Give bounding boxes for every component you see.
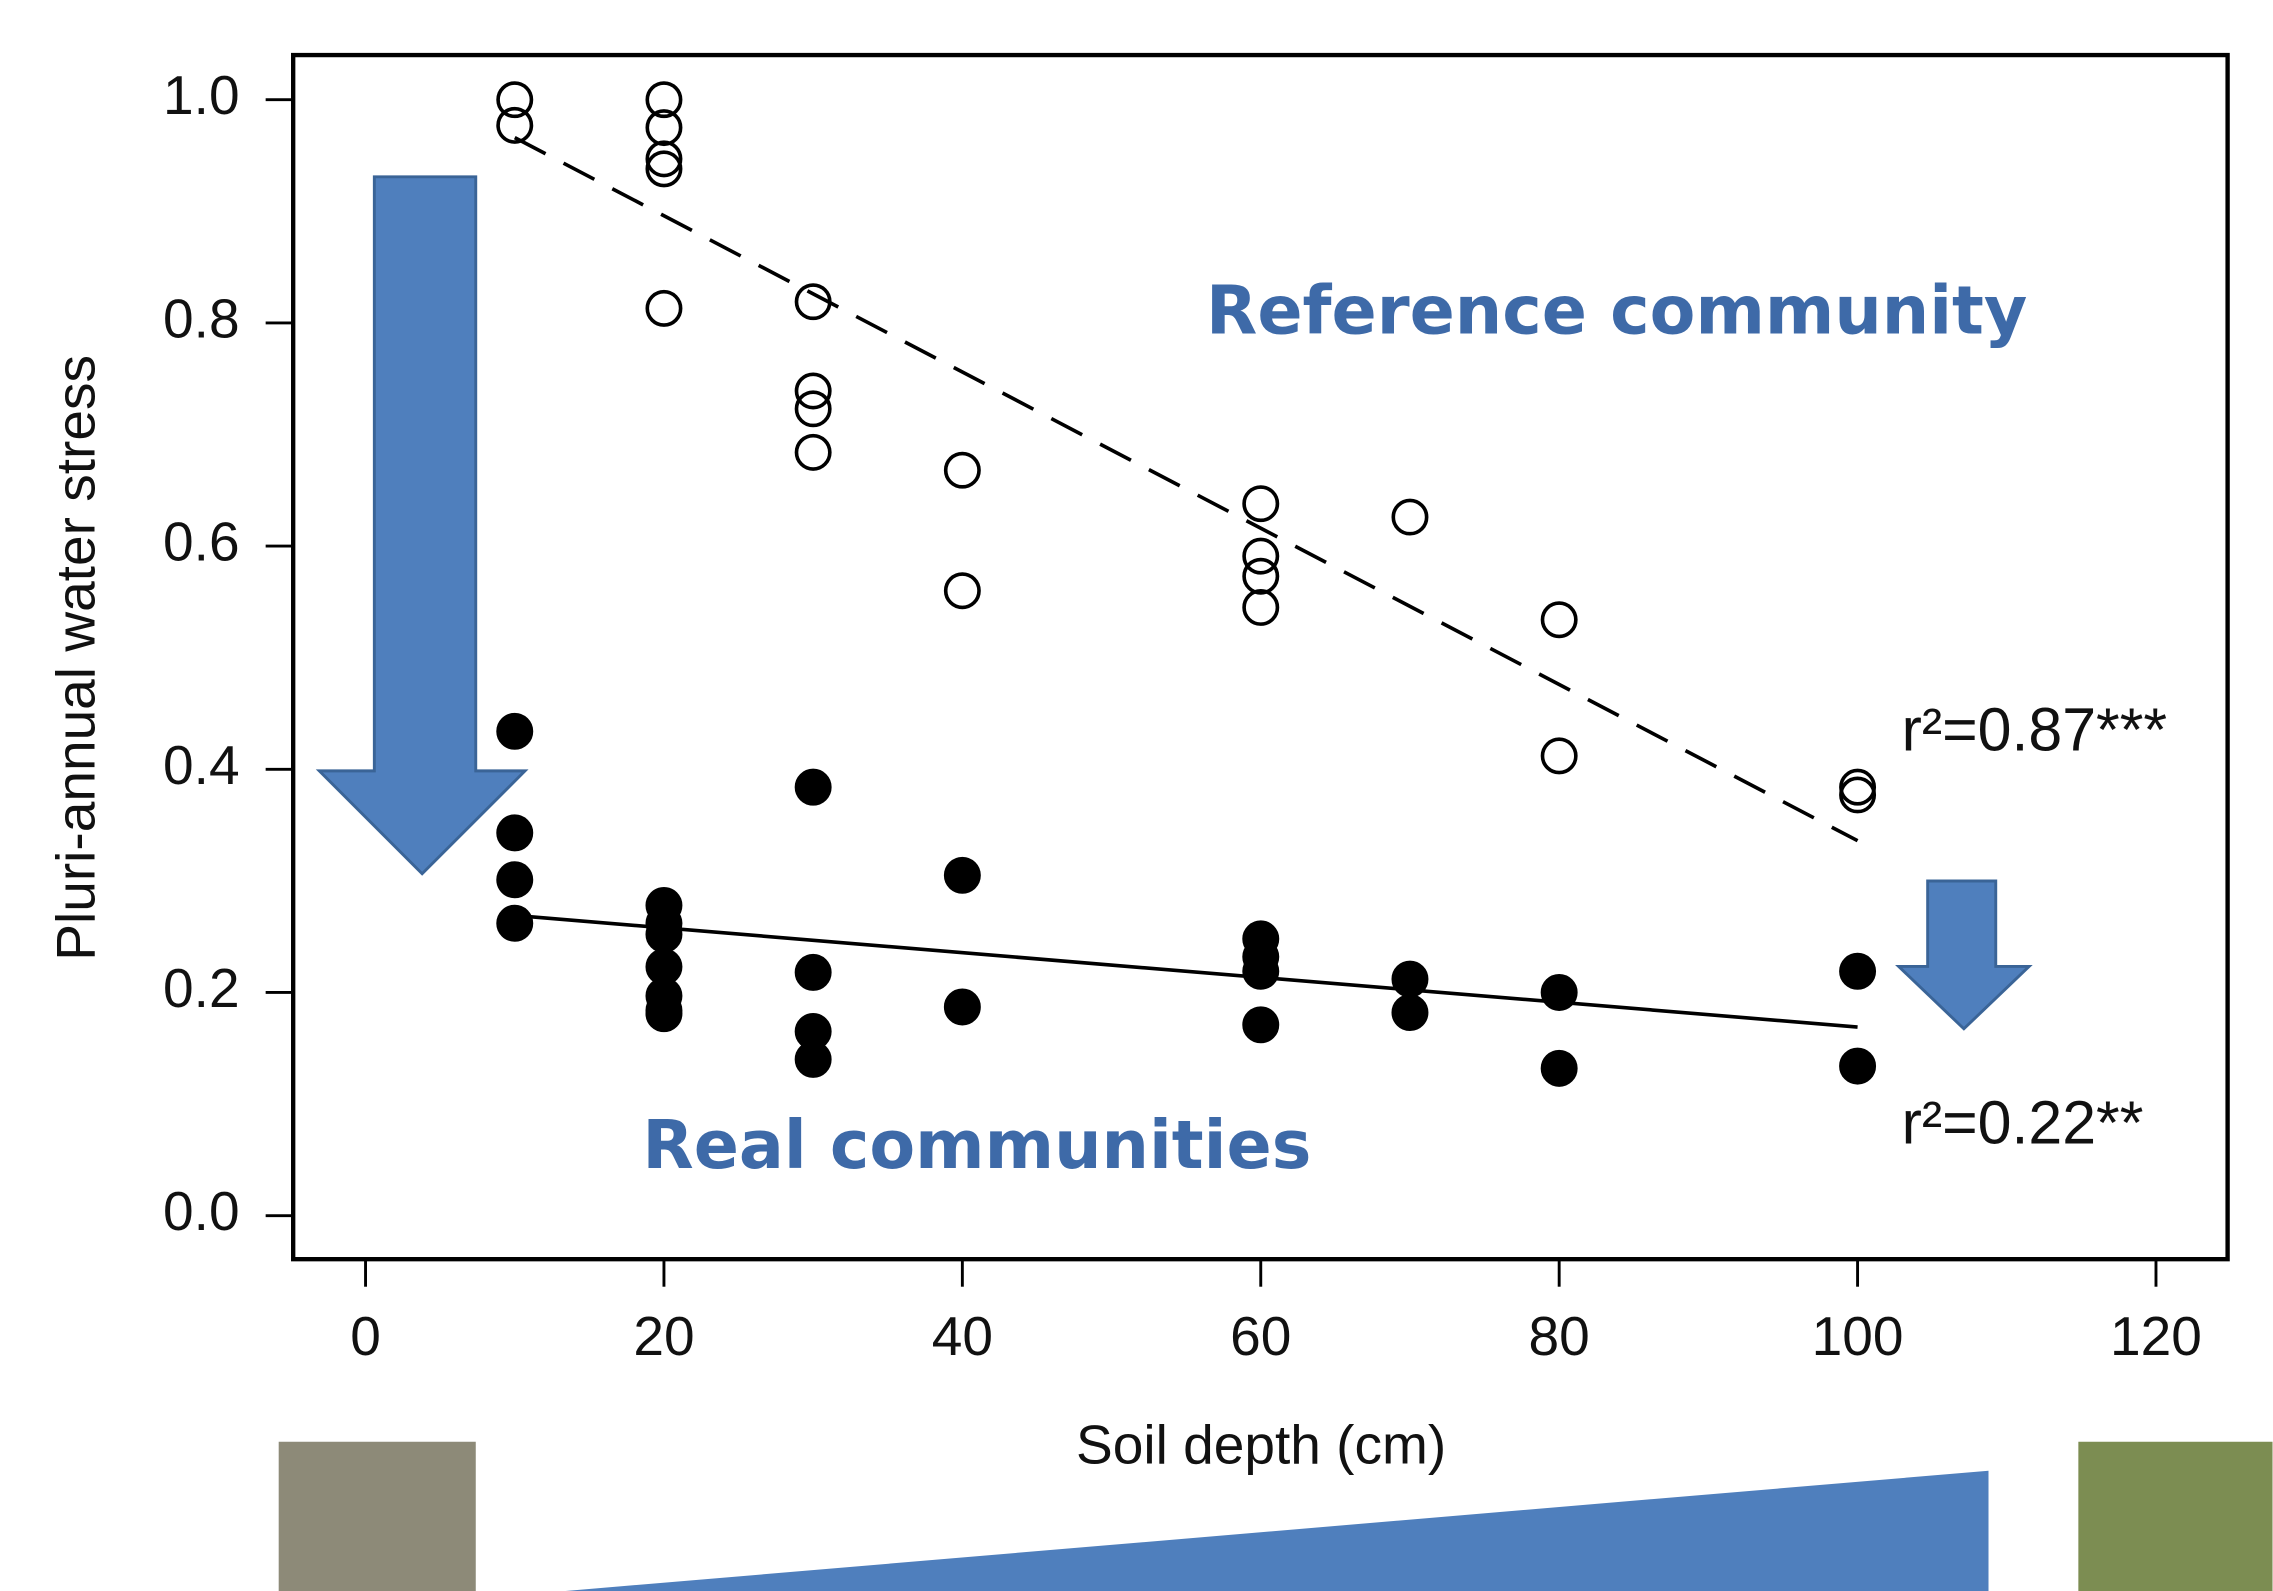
- point: [1391, 994, 1429, 1032]
- point: [1242, 557, 1280, 595]
- deep-soil-photo: [2078, 1441, 2273, 1591]
- point: [794, 372, 832, 410]
- point: [496, 814, 534, 852]
- point: [645, 915, 683, 953]
- point: [645, 289, 683, 327]
- point: [496, 861, 534, 899]
- point: [1540, 601, 1578, 639]
- big-arrow: [315, 175, 529, 876]
- point: [645, 140, 683, 178]
- y-axis-title: Pluri-annual water stress: [45, 355, 107, 961]
- point: [645, 995, 683, 1033]
- point: [1839, 776, 1877, 814]
- x-tick-label: 40: [932, 1305, 993, 1367]
- x-axis-title: Soil depth (cm): [1076, 1414, 1446, 1476]
- point: [943, 451, 981, 489]
- point: [1242, 485, 1280, 523]
- point: [1242, 588, 1280, 626]
- point: [1242, 952, 1280, 990]
- x-tick-label: 20: [633, 1305, 694, 1367]
- y-tick-label: 0.0: [163, 1180, 240, 1242]
- small-arrow: [1895, 879, 2033, 1031]
- point: [496, 712, 534, 750]
- fit-line: [513, 136, 1859, 843]
- point: [645, 109, 683, 147]
- point: [794, 768, 832, 806]
- point: [794, 953, 832, 991]
- point: [496, 904, 534, 942]
- point: [645, 150, 683, 188]
- y-tick-label: 1.0: [163, 64, 240, 126]
- point: [794, 283, 832, 321]
- point: [794, 390, 832, 428]
- r2-annotation: r²=0.22**: [1902, 1088, 2144, 1156]
- y-tick-label: 0.6: [163, 511, 240, 573]
- plot-frame: [291, 52, 2230, 1262]
- x-tick-label: 60: [1230, 1305, 1291, 1367]
- shallow-soil-photo: [278, 1441, 476, 1591]
- series-annotation: Real communities: [642, 1106, 1311, 1184]
- y-tick-label: 0.4: [163, 734, 240, 796]
- point: [1391, 960, 1429, 998]
- point: [645, 81, 683, 119]
- x-tick-label: 0: [350, 1305, 381, 1367]
- point: [1242, 537, 1280, 575]
- point: [943, 988, 981, 1026]
- fit-line: [514, 913, 1858, 1029]
- x-tick-label: 80: [1529, 1305, 1590, 1367]
- point: [1540, 1049, 1578, 1087]
- x-tick-label: 120: [2110, 1305, 2202, 1367]
- x-tick-label: 100: [1812, 1305, 1904, 1367]
- point: [496, 106, 534, 144]
- depth-wedge: [565, 1470, 1989, 1591]
- series-annotation: Reference community: [1206, 271, 2027, 349]
- y-tick-label: 0.2: [163, 957, 240, 1019]
- point: [943, 572, 981, 610]
- point: [943, 856, 981, 894]
- point: [1839, 1047, 1877, 1085]
- point: [1839, 952, 1877, 990]
- point: [1540, 973, 1578, 1011]
- point: [1540, 737, 1578, 775]
- r2-annotation: r²=0.87***: [1902, 696, 2168, 764]
- point: [1242, 1006, 1280, 1044]
- point: [794, 433, 832, 471]
- point: [794, 1040, 832, 1078]
- point: [1391, 498, 1429, 536]
- point: [496, 81, 534, 119]
- y-tick-label: 0.8: [163, 287, 240, 349]
